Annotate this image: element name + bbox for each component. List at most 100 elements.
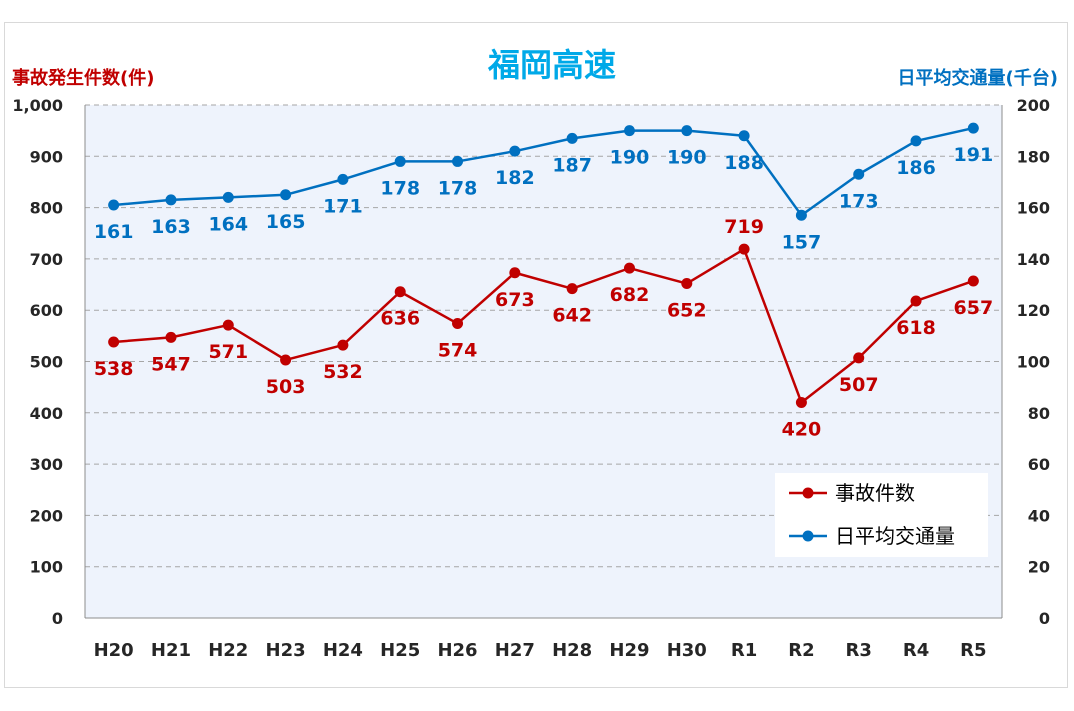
data-label: 161 [94, 221, 134, 243]
data-label: 420 [782, 419, 822, 441]
y-left-tick-label: 600 [30, 301, 63, 320]
y-right-tick-label: 100 [1017, 353, 1050, 372]
data-point[interactable] [394, 155, 406, 167]
data-label: 503 [266, 376, 306, 398]
x-tick-label: H26 [437, 640, 477, 661]
legend-box [775, 473, 988, 557]
data-point[interactable] [910, 295, 922, 307]
data-point[interactable] [853, 168, 865, 180]
data-point[interactable] [394, 286, 406, 298]
data-point[interactable] [222, 319, 234, 331]
data-point[interactable] [280, 189, 292, 201]
data-label: 173 [839, 190, 879, 212]
y-left-tick-label: 0 [52, 609, 63, 628]
data-label: 165 [266, 211, 306, 233]
data-label: 652 [667, 300, 707, 322]
data-label: 190 [667, 147, 707, 169]
y-right-tick-label: 20 [1028, 558, 1050, 577]
legend-marker-accidents [802, 487, 814, 499]
data-label: 574 [438, 340, 478, 362]
x-tick-label: R5 [960, 640, 986, 661]
x-tick-label: H24 [323, 640, 363, 661]
x-tick-label: H21 [151, 640, 191, 661]
data-label: 178 [380, 177, 420, 199]
data-label: 157 [782, 231, 822, 253]
data-label: 571 [208, 341, 248, 363]
y-left-tick-label: 500 [30, 353, 63, 372]
data-point[interactable] [337, 173, 349, 185]
data-point[interactable] [452, 155, 464, 167]
y-right-tick-label: 80 [1028, 404, 1050, 423]
series-line-0 [113, 247, 974, 404]
data-label: 163 [151, 216, 191, 238]
data-point[interactable] [280, 354, 292, 366]
x-tick-label: H30 [667, 640, 707, 661]
y-right-tick-label: 200 [1017, 96, 1050, 115]
data-point[interactable] [566, 132, 578, 144]
data-point[interactable] [910, 135, 922, 147]
series: 538 547 571 503 532 636 574 673 642 682 652 719 420 5… [94, 122, 994, 441]
y-right-tick-label: 160 [1017, 199, 1050, 218]
x-tick-label: H27 [495, 640, 535, 661]
y-right-tick-label: 0 [1039, 609, 1050, 628]
data-point[interactable] [623, 125, 635, 137]
data-label: 507 [839, 374, 879, 396]
data-label: 186 [896, 157, 936, 179]
data-point[interactable] [853, 352, 865, 364]
data-point[interactable] [165, 331, 177, 343]
data-point[interactable] [967, 275, 979, 287]
data-point[interactable] [623, 262, 635, 274]
series-line-1 [113, 126, 974, 217]
data-label: 188 [724, 152, 764, 174]
y-left-tick-label: 400 [30, 404, 63, 423]
data-point[interactable] [509, 145, 521, 157]
data-label: 636 [380, 308, 420, 330]
data-point[interactable] [222, 191, 234, 203]
data-label: 164 [208, 213, 248, 235]
data-label: 618 [896, 317, 936, 339]
legend[interactable]: 事故件数 日平均交通量 [775, 473, 988, 557]
data-point[interactable] [165, 194, 177, 206]
data-label: 642 [552, 305, 592, 327]
data-point[interactable] [452, 318, 464, 330]
data-label: 171 [323, 195, 363, 217]
data-label: 178 [438, 177, 478, 199]
data-point[interactable] [108, 336, 120, 348]
axes: 0 100 200 300 400 500 600 700 800 900 1,000 0 20 40 60… [12, 96, 1050, 661]
legend-marker-traffic [802, 530, 814, 542]
x-tick-label: H20 [94, 640, 134, 661]
x-tick-label: H22 [208, 640, 248, 661]
y-right-tick-label: 120 [1017, 301, 1050, 320]
data-point[interactable] [566, 283, 578, 295]
x-tick-label: R1 [731, 640, 757, 661]
data-label: 191 [954, 144, 994, 166]
y-right-tick-label: 180 [1017, 147, 1050, 166]
data-label: 673 [495, 289, 535, 311]
y-left-tick-label: 700 [30, 250, 63, 269]
x-tick-label: R4 [903, 640, 929, 661]
data-point[interactable] [795, 397, 807, 409]
x-tick-label: R3 [846, 640, 872, 661]
y-left-tick-label: 200 [30, 506, 63, 525]
x-tick-label: H28 [552, 640, 592, 661]
data-point[interactable] [681, 125, 693, 137]
data-point[interactable] [108, 199, 120, 211]
legend-label-traffic: 日平均交通量 [835, 524, 955, 548]
y-right-tick-label: 60 [1028, 455, 1050, 474]
chart-title: 福岡高速 [487, 46, 616, 84]
data-label: 547 [151, 353, 191, 375]
data-point[interactable] [509, 267, 521, 279]
y-right-tick-label: 40 [1028, 506, 1050, 525]
x-tick-label: H25 [380, 640, 420, 661]
data-point[interactable] [795, 209, 807, 221]
data-point[interactable] [681, 278, 693, 290]
x-tick-label: R2 [788, 640, 814, 661]
data-point[interactable] [738, 130, 750, 142]
y-left-tick-label: 1,000 [12, 96, 63, 115]
data-point[interactable] [337, 339, 349, 351]
data-point[interactable] [738, 243, 750, 255]
data-point[interactable] [967, 122, 979, 134]
data-label: 682 [610, 284, 650, 306]
data-label: 719 [724, 216, 764, 238]
x-tick-label: H23 [266, 640, 306, 661]
